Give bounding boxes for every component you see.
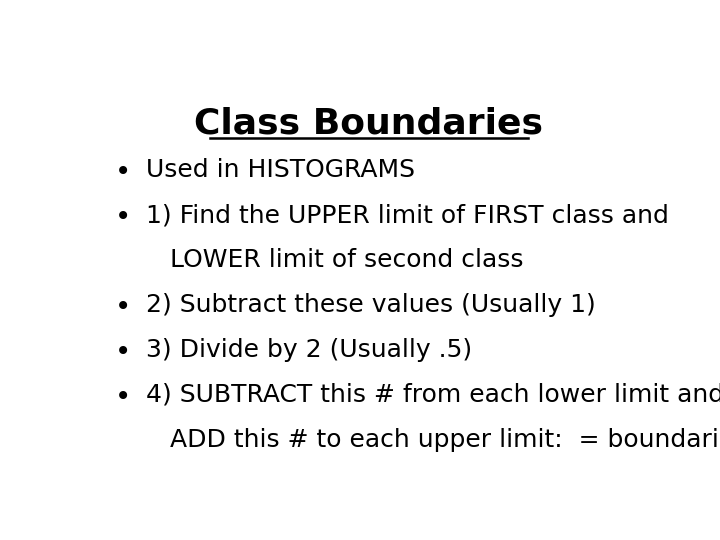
Text: 2) Subtract these values (Usually 1): 2) Subtract these values (Usually 1) (145, 293, 595, 317)
Text: Class Boundaries: Class Boundaries (194, 106, 544, 140)
Text: ADD this # to each upper limit:  = boundaries: ADD this # to each upper limit: = bounda… (145, 428, 720, 452)
Text: 3) Divide by 2 (Usually .5): 3) Divide by 2 (Usually .5) (145, 338, 472, 362)
Text: •: • (115, 383, 132, 411)
Text: LOWER limit of second class: LOWER limit of second class (145, 248, 523, 272)
Text: •: • (115, 293, 132, 321)
Text: •: • (115, 338, 132, 366)
Text: •: • (115, 203, 132, 231)
Text: 1) Find the UPPER limit of FIRST class and: 1) Find the UPPER limit of FIRST class a… (145, 203, 669, 227)
Text: 4) SUBTRACT this # from each lower limit and: 4) SUBTRACT this # from each lower limit… (145, 383, 720, 407)
Text: •: • (115, 158, 132, 186)
Text: Used in HISTOGRAMS: Used in HISTOGRAMS (145, 158, 415, 183)
